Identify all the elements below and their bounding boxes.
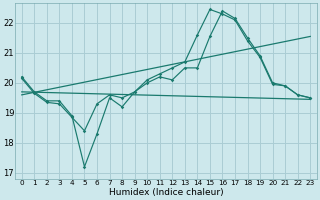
X-axis label: Humidex (Indice chaleur): Humidex (Indice chaleur) (109, 188, 223, 197)
